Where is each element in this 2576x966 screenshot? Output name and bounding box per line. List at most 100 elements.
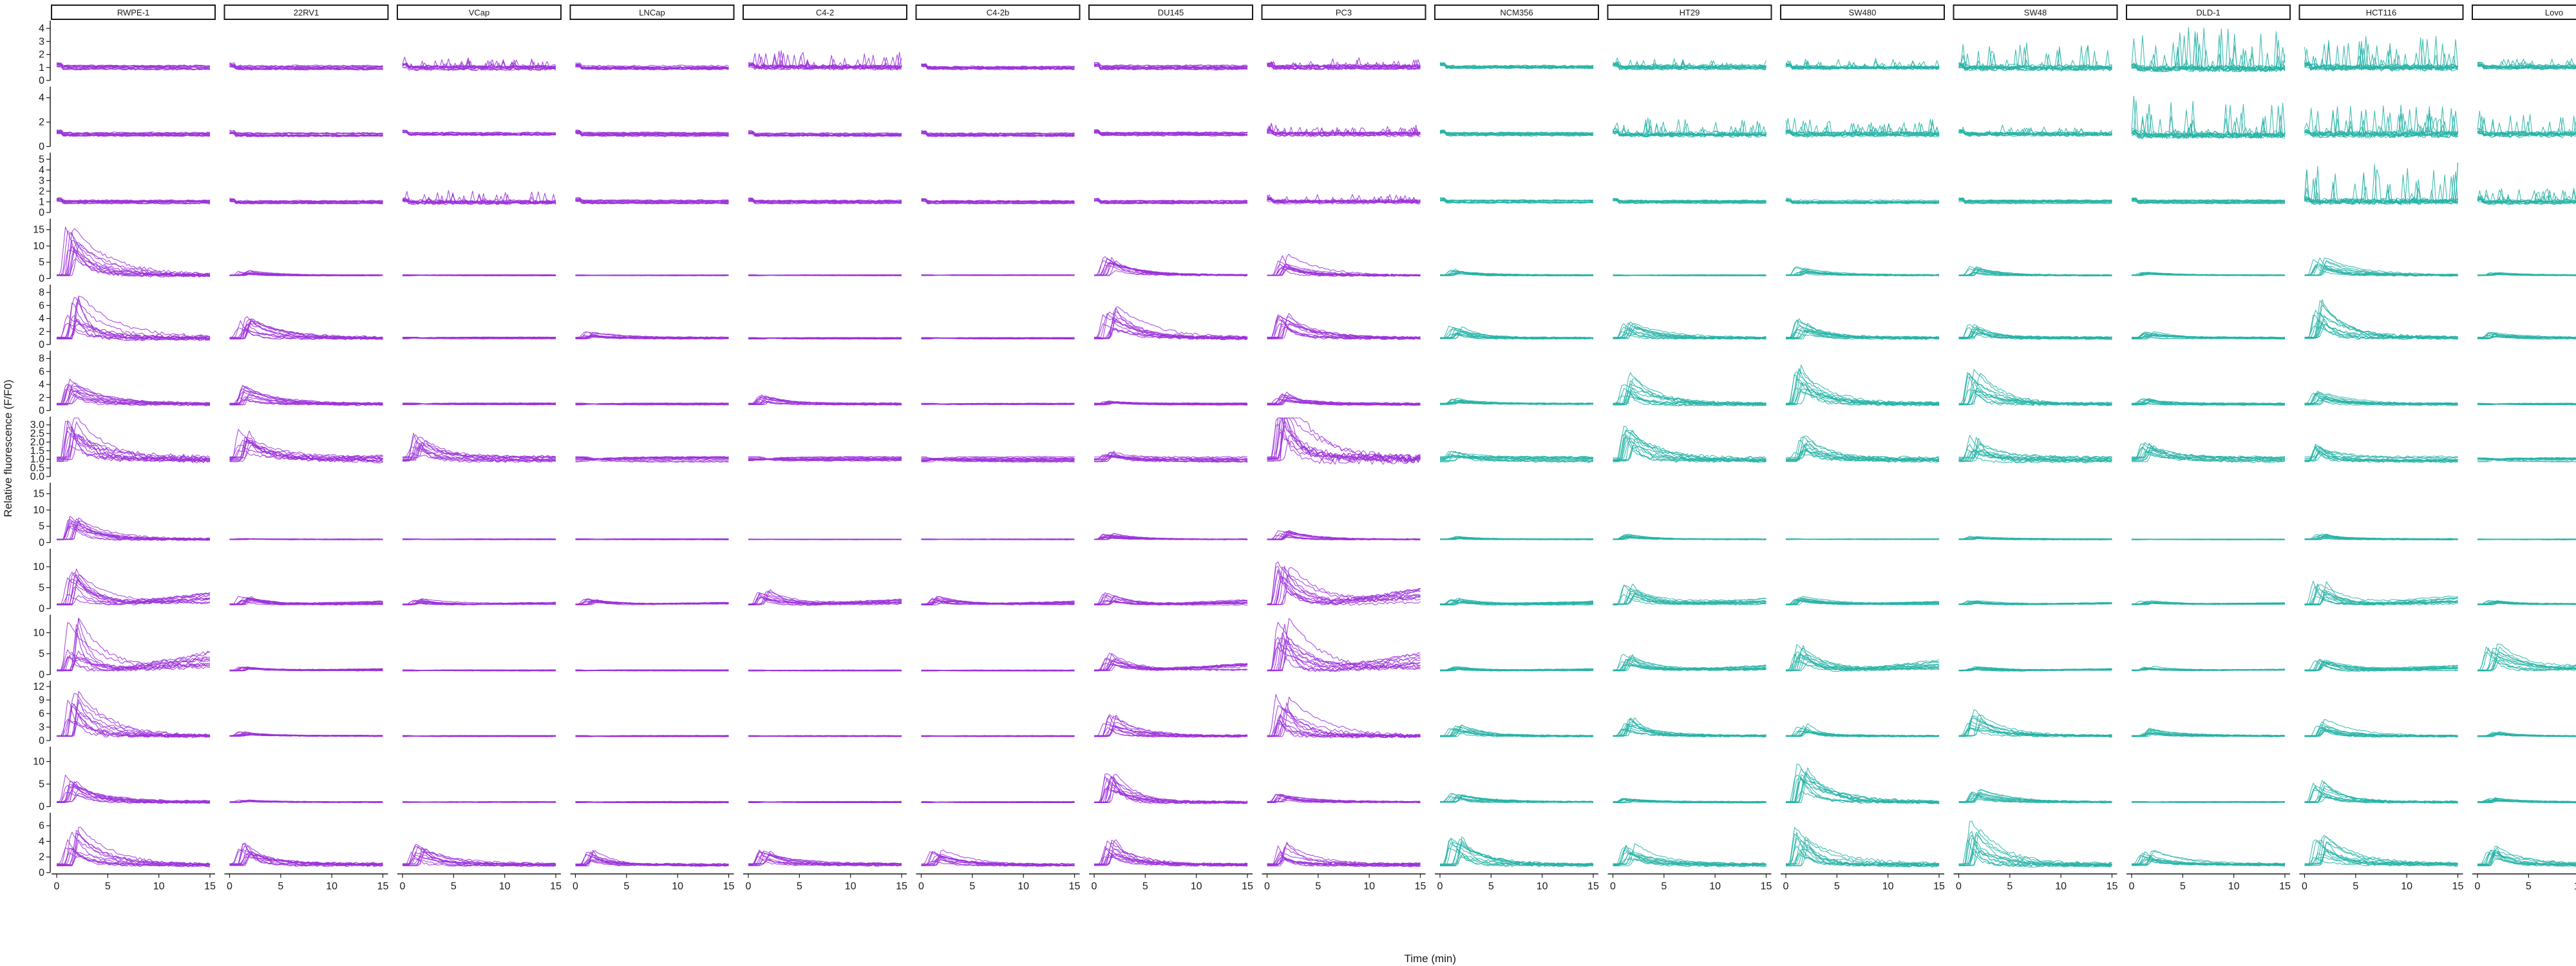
trace-line [1094,596,1248,605]
facet-panel [2477,643,2576,672]
x-tick-label: 5 [1661,881,1667,892]
trace-line [1094,401,1248,405]
trace-line [575,64,729,69]
trace-line [1267,394,1421,405]
facet-panel [2477,332,2576,340]
trace-line [57,574,211,605]
trace-line [2304,39,2458,71]
trace-line [2304,663,2458,670]
facet-panel [2477,457,2576,462]
facet-panel [56,129,211,137]
trace-line [1613,437,1766,462]
trace-line [1958,127,2112,135]
trace-line [575,735,729,737]
trace-line [1785,200,1940,205]
trace-line [1613,59,1766,68]
facet-panel [2131,95,2286,139]
x-tick-label: 15 [1242,881,1253,892]
trace-line [1094,781,1248,804]
facet-panel [575,129,729,137]
x-axis: 0 5 10 15 [743,873,907,892]
y-tick-label: 5 [39,583,44,594]
trace-line [56,66,211,70]
trace-line [575,197,729,202]
trace-line [1094,722,1248,737]
y-tick-label: 6 [39,366,44,377]
trace-line [1094,132,1248,137]
column-strip-box [397,5,562,20]
trace-line [575,601,729,605]
facet-panel [402,336,556,340]
trace-line [2304,792,2458,803]
trace-line [1094,129,1248,134]
trace-line [2304,265,2458,276]
facet-panel [1958,124,2113,137]
y-tick-label: 3 [39,722,44,733]
column-strip-box [915,5,1081,20]
facet-panel [1612,117,1767,138]
trace-line [57,568,211,605]
trace-line [57,250,211,278]
trace-line [921,402,1075,404]
facet-panel [1267,618,1421,672]
trace-line [1267,845,1421,867]
trace-line [1786,839,1940,867]
trace-line [402,59,556,68]
y-tick-label: 4 [39,314,44,325]
x-tick-label: 0 [400,881,406,892]
trace-line [229,201,383,205]
trace-line [2477,189,2576,203]
trace-line [1958,834,2112,866]
trace-line [56,200,211,205]
facet-panel [1094,62,1248,71]
column-strip: RWPE-1 [51,5,216,20]
trace-line [57,417,211,463]
trace-line [1094,321,1248,341]
trace-line [2304,729,2458,737]
trace-line [402,194,556,205]
y-tick-label: 0 [39,735,44,746]
column-strip: C4-2b [915,5,1081,20]
facet-panel [402,56,556,71]
facet-panel [1094,839,1248,867]
column-strip: PC3 [1261,5,1426,20]
facet-panel [57,826,211,867]
trace-line [2132,400,2286,404]
y-tick-label: 10 [33,628,44,639]
trace-line [1786,383,1940,406]
trace-line [921,198,1075,204]
facet-panel [1786,266,1940,277]
trace-line [57,781,211,803]
y-tick-label: 3 [39,36,44,47]
facet-panel [1786,435,1940,463]
y-axis: 0 5 10 [33,549,51,614]
facet-panel [1958,600,2112,605]
facet-panel [921,274,1075,276]
trace-line [1786,538,1940,540]
trace-line [1267,623,1421,672]
y-tick-label: 15 [33,489,44,500]
facet-panel [2477,187,2576,205]
trace-line [1267,655,1421,671]
column-strip-box [743,5,907,20]
trace-line [57,652,211,672]
facet-panel [2132,665,2286,672]
trace-line [402,191,556,202]
trace-line [1094,263,1248,276]
trace-line [1613,199,1766,204]
trace-line [748,855,902,865]
trace-line [402,446,556,461]
facet-panel [1958,666,2112,672]
trace-line [2304,725,2458,738]
x-tick-label: 10 [2228,881,2240,892]
facet-panel [1613,533,1766,540]
trace-line [1958,537,2112,540]
trace-line [1440,401,1594,406]
trace-line [229,388,383,406]
trace-line [57,595,211,606]
trace-line [57,839,211,867]
trace-line [575,129,729,134]
trace-line [1267,797,1421,802]
trace-line [229,600,383,605]
trace-line [56,132,211,137]
